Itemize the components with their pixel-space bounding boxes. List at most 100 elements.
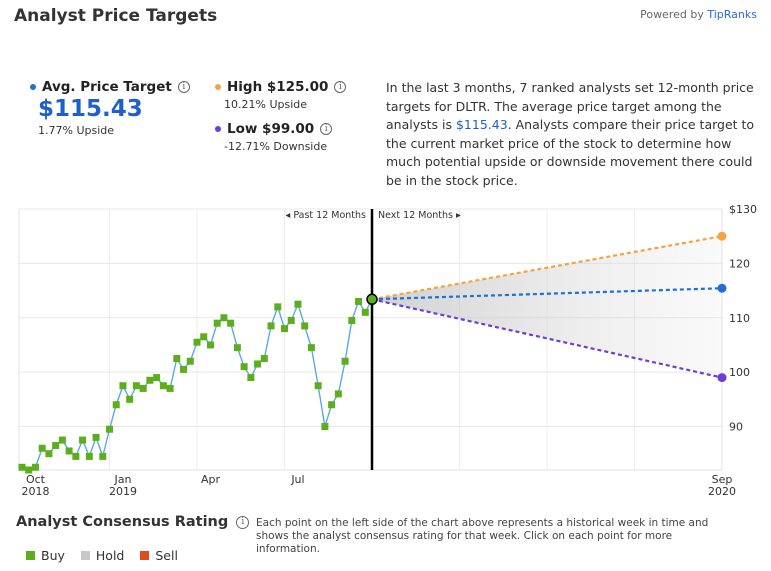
page-title: Analyst Price Targets	[14, 6, 218, 26]
history-point[interactable]	[361, 308, 369, 316]
consensus-legend: Buy Hold Sell	[26, 548, 194, 563]
description-text-end: . Analysts compare their price target to…	[386, 117, 755, 188]
history-point[interactable]	[31, 463, 39, 471]
consensus-title-text: Analyst Consensus Rating	[16, 514, 229, 530]
hold-swatch	[80, 551, 90, 560]
history-point[interactable]	[112, 401, 120, 409]
y-tick-label: 100	[729, 366, 750, 379]
history-point[interactable]	[301, 322, 309, 330]
history-point[interactable]	[173, 355, 181, 363]
history-point[interactable]	[52, 442, 60, 450]
history-point[interactable]	[287, 316, 295, 324]
info-icon[interactable]: i	[334, 81, 347, 93]
history-point[interactable]	[213, 319, 221, 327]
history-point[interactable]	[294, 300, 302, 308]
avg-target-link[interactable]: $115.43	[455, 117, 508, 133]
history-point[interactable]	[166, 384, 174, 392]
buy-swatch	[26, 551, 35, 560]
avg-dot-icon	[30, 84, 36, 90]
legend-hold-label: Hold	[95, 548, 125, 563]
history-point[interactable]	[348, 316, 356, 324]
history-point[interactable]	[240, 363, 248, 371]
info-icon[interactable]: i	[177, 81, 190, 93]
history-point[interactable]	[274, 303, 282, 311]
history-point[interactable]	[314, 382, 322, 390]
high-upside: 10.21% Upside	[224, 98, 308, 111]
x-tick-label: Sep	[712, 473, 733, 486]
history-point[interactable]	[206, 341, 214, 349]
history-point[interactable]	[341, 357, 349, 365]
history-point[interactable]	[106, 425, 113, 433]
consensus-title: Analyst Consensus Rating i	[16, 514, 250, 530]
history-point[interactable]	[153, 374, 161, 382]
history-point[interactable]	[72, 452, 80, 460]
history-point[interactable]	[200, 333, 208, 341]
history-point[interactable]	[99, 452, 107, 460]
history-point[interactable]	[220, 314, 228, 322]
description: In the last 3 months, 7 ranked analysts …	[386, 79, 756, 191]
history-point[interactable]	[18, 463, 26, 471]
history-point[interactable]	[334, 390, 342, 398]
history-point[interactable]	[92, 433, 100, 441]
consensus-note: Each point on the left side of the chart…	[256, 517, 709, 555]
history-point[interactable]	[180, 365, 188, 373]
tipranks-link[interactable]: TipRanks	[707, 8, 757, 21]
y-tick-label: $130	[729, 203, 757, 216]
history-point[interactable]	[146, 376, 154, 384]
history-point[interactable]	[139, 384, 147, 392]
history-point[interactable]	[193, 338, 201, 346]
x-tick-label: Jan	[113, 473, 131, 486]
info-icon[interactable]: i	[320, 123, 333, 135]
history-point[interactable]	[267, 322, 275, 330]
legend-buy-label: Buy	[41, 548, 65, 563]
history-point[interactable]	[38, 444, 46, 452]
forecast-line-average	[371, 287, 723, 301]
info-icon[interactable]: i	[236, 515, 250, 529]
history-point[interactable]	[307, 344, 315, 352]
low-price-target: Low $99.00 i -12.71% Downside	[215, 121, 333, 153]
history-point[interactable]	[79, 436, 87, 444]
history-point[interactable]	[126, 395, 134, 403]
history-point[interactable]	[65, 447, 73, 455]
avg-value: $115.43	[38, 96, 143, 122]
legend-hold: Hold	[80, 548, 125, 563]
history-point[interactable]	[254, 360, 262, 368]
avg-upside: 1.77% Upside	[38, 124, 115, 137]
history-point[interactable]	[58, 436, 66, 444]
description-text: In the last 3 months, 7 ranked analysts …	[386, 80, 754, 133]
forecast-point-average	[717, 283, 727, 293]
history-point[interactable]	[25, 466, 33, 474]
x-tick-year: 2020	[708, 485, 736, 498]
forecast-line-low	[371, 298, 723, 379]
history-point[interactable]	[132, 382, 140, 390]
history-point[interactable]	[355, 297, 363, 305]
past-12-months-label: ◂ Past 12 Months	[286, 210, 366, 221]
current-price-point	[366, 293, 378, 306]
high-price-target: High $125.00 i 10.21% Upside	[215, 79, 347, 111]
history-point[interactable]	[247, 374, 255, 382]
y-tick-label: 110	[729, 312, 750, 325]
history-point[interactable]	[119, 382, 127, 390]
history-point[interactable]	[159, 382, 167, 390]
high-label: High $125.00	[227, 79, 329, 95]
x-tick-label: Oct	[26, 473, 46, 486]
legend-sell-label: Sell	[155, 548, 178, 563]
history-point[interactable]	[321, 423, 329, 430]
forecast-point-high	[717, 231, 727, 241]
avg-price-target: Avg. Price Target i $115.43 1.77% Upside	[30, 79, 190, 137]
history-point[interactable]	[281, 325, 288, 333]
history-point[interactable]	[85, 452, 93, 460]
sell-swatch	[140, 551, 150, 560]
history-point[interactable]	[233, 344, 241, 352]
history-point[interactable]	[328, 401, 336, 409]
y-tick-label: 120	[729, 257, 750, 270]
history-point[interactable]	[186, 357, 194, 365]
history-point[interactable]	[45, 450, 53, 458]
history-point[interactable]	[260, 355, 268, 363]
powered-by[interactable]: Powered by TipRanks	[640, 8, 757, 21]
x-tick-year: 2018	[21, 485, 49, 498]
legend-sell: Sell	[140, 548, 178, 563]
low-downside: -12.71% Downside	[224, 140, 328, 153]
history-point[interactable]	[227, 319, 235, 327]
